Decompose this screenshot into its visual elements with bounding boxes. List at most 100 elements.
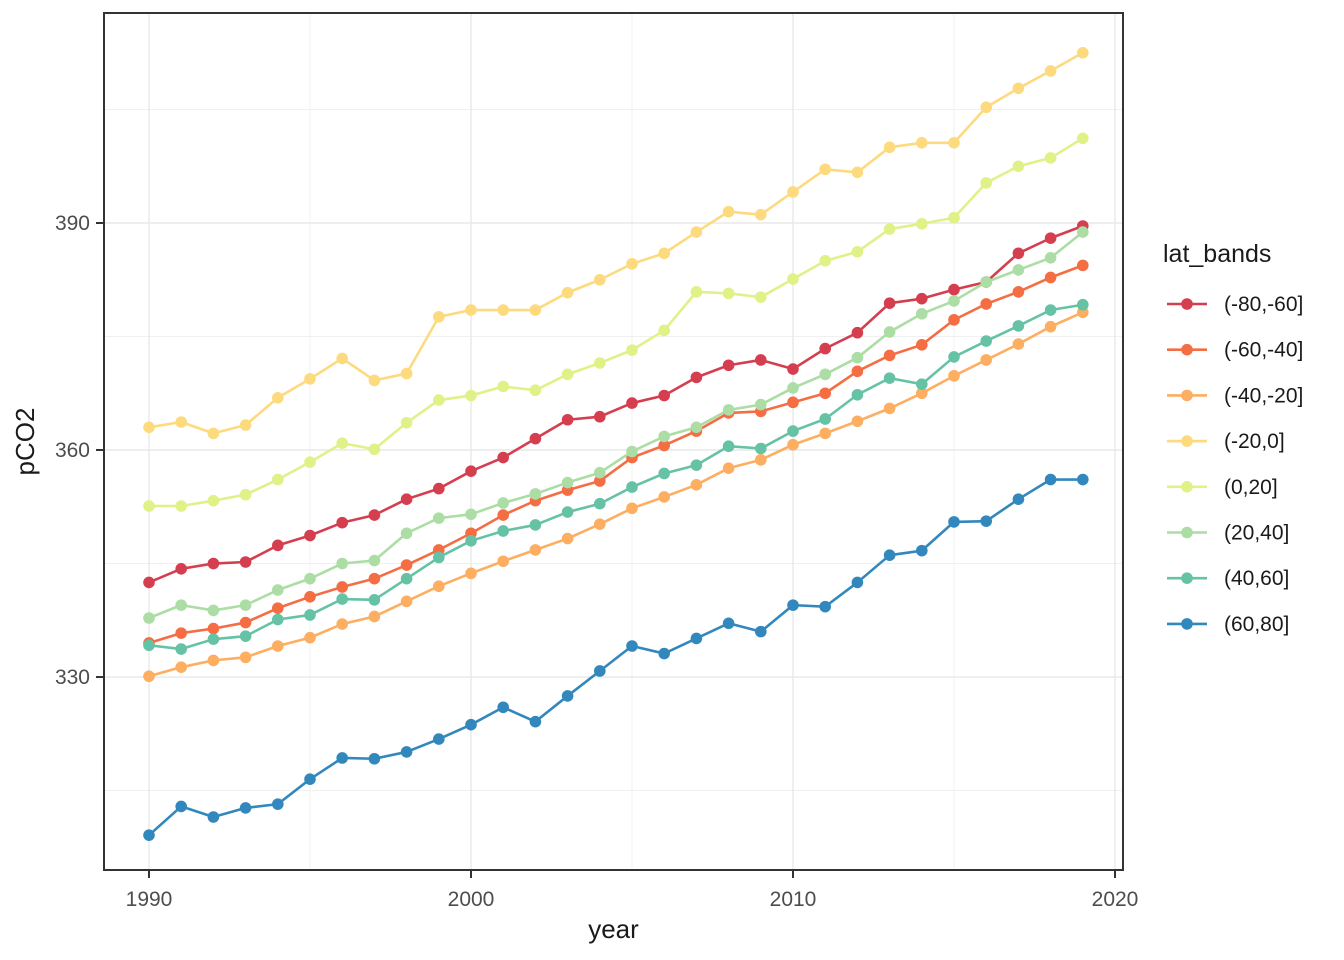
data-point — [883, 141, 896, 154]
data-point — [819, 387, 831, 400]
data-point — [948, 314, 960, 326]
data-point — [1012, 493, 1025, 505]
data-point — [239, 599, 252, 611]
data-point — [497, 380, 510, 393]
data-point — [690, 459, 703, 471]
data-point — [916, 378, 928, 390]
data-point — [1044, 152, 1057, 164]
data-point — [143, 612, 155, 624]
data-point — [561, 476, 574, 489]
data-point — [497, 451, 510, 464]
data-point — [1012, 264, 1025, 276]
data-point — [722, 617, 735, 630]
data-point — [658, 491, 670, 503]
data-point — [336, 593, 349, 605]
x-tick-label: 2010 — [770, 888, 817, 911]
data-point — [690, 371, 703, 384]
data-point — [433, 311, 445, 323]
data-point — [626, 502, 638, 515]
data-point — [1077, 226, 1089, 238]
data-point — [433, 512, 445, 524]
data-point — [368, 554, 381, 567]
plot-panel — [104, 13, 1123, 870]
data-point — [368, 594, 381, 606]
data-point — [529, 488, 542, 500]
data-point — [272, 798, 284, 810]
legend-label: (-80,-60] — [1224, 293, 1303, 316]
data-point — [980, 354, 992, 366]
data-point — [336, 437, 349, 449]
legend-key-point — [1181, 389, 1193, 402]
data-point — [851, 245, 864, 258]
data-point — [948, 283, 960, 296]
data-point — [336, 618, 349, 630]
data-point — [1012, 247, 1025, 260]
data-point — [304, 591, 316, 603]
data-point — [916, 339, 928, 351]
data-point — [916, 136, 928, 149]
data-point — [465, 304, 477, 316]
data-point — [304, 456, 316, 468]
data-point — [561, 690, 574, 702]
data-point — [497, 555, 510, 568]
data-point — [433, 733, 445, 745]
data-point — [207, 427, 220, 440]
data-point — [594, 273, 606, 286]
data-point — [175, 643, 187, 655]
data-point — [851, 576, 864, 589]
legend-key-point — [1181, 298, 1193, 310]
data-point — [722, 359, 735, 372]
data-point — [690, 286, 703, 298]
data-point — [175, 416, 187, 428]
legend-key-point — [1181, 618, 1193, 630]
legend-label: (40,60] — [1224, 567, 1289, 590]
data-point — [819, 368, 831, 381]
data-point — [980, 298, 992, 310]
legend-item-(-80,-60]: (-80,-60] — [1167, 293, 1303, 316]
data-point — [1012, 286, 1025, 298]
data-point — [883, 349, 896, 362]
data-point — [175, 563, 187, 575]
data-point — [883, 326, 896, 338]
data-point — [304, 773, 316, 785]
x-tick-label: 2020 — [1092, 888, 1139, 911]
data-point — [851, 166, 864, 179]
data-point — [690, 479, 703, 491]
data-point — [755, 208, 767, 221]
data-point — [336, 752, 349, 764]
data-point — [1012, 338, 1025, 350]
data-point — [787, 363, 799, 375]
data-point — [529, 432, 542, 445]
data-point — [658, 647, 670, 660]
data-point — [851, 415, 864, 428]
data-point — [722, 462, 735, 474]
x-tick-label: 2000 — [448, 888, 495, 911]
data-point — [626, 445, 638, 458]
data-point — [1077, 473, 1089, 486]
data-point — [465, 535, 477, 547]
data-point — [239, 488, 252, 501]
data-point — [465, 567, 477, 580]
data-point — [529, 519, 542, 531]
data-point — [1012, 160, 1025, 173]
data-point — [658, 439, 670, 452]
data-point — [658, 430, 670, 443]
data-point — [658, 324, 670, 337]
data-point — [883, 297, 896, 310]
data-point — [400, 367, 413, 380]
data-point — [948, 136, 960, 149]
data-point — [594, 475, 606, 487]
data-point — [239, 630, 252, 642]
data-point — [819, 600, 831, 613]
data-point — [497, 304, 510, 316]
legend-item-(20,40]: (20,40] — [1167, 522, 1289, 545]
data-point — [561, 286, 574, 299]
data-point — [304, 631, 316, 644]
legend-key-point — [1181, 526, 1193, 539]
data-point — [143, 500, 155, 512]
legend-item-(-20,0]: (-20,0] — [1167, 430, 1285, 453]
data-point — [690, 632, 703, 645]
legend-item-(-60,-40]: (-60,-40] — [1167, 339, 1303, 362]
data-point — [1044, 65, 1057, 77]
legend-item-(40,60]: (40,60] — [1167, 567, 1289, 590]
